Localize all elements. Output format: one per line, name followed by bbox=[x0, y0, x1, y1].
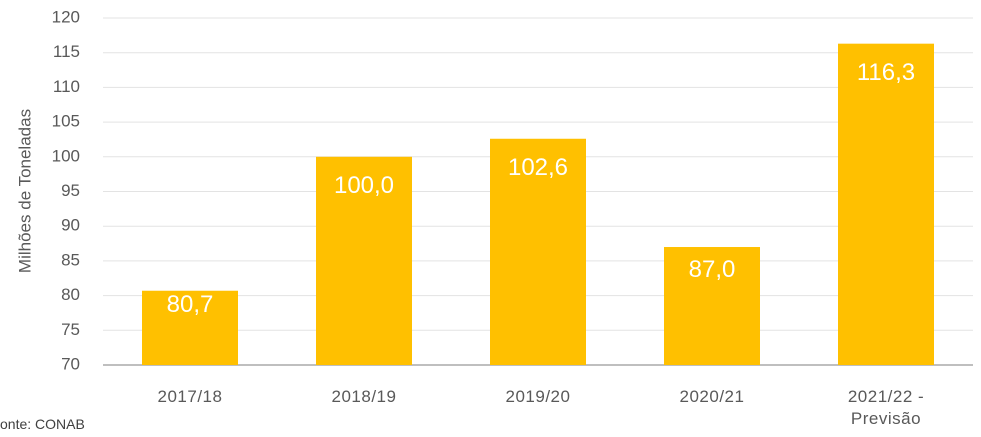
y-tick-label: 110 bbox=[53, 77, 80, 96]
y-tick-label: 120 bbox=[52, 7, 80, 26]
bar bbox=[316, 156, 412, 365]
y-tick-label: 80 bbox=[61, 285, 80, 304]
y-tick-label: 105 bbox=[52, 112, 80, 131]
bar bbox=[838, 43, 934, 365]
bar bbox=[142, 290, 238, 365]
x-tick-label: 2017/18 bbox=[157, 387, 223, 406]
bar bbox=[664, 247, 760, 365]
data-label: 102,6 bbox=[508, 154, 568, 181]
data-label: 80,7 bbox=[167, 291, 214, 318]
data-label: 100,0 bbox=[334, 172, 394, 199]
y-tick-label: 85 bbox=[61, 250, 80, 269]
y-tick-label: 75 bbox=[61, 320, 80, 339]
y-axis-label: Milhões de Toneladas bbox=[15, 109, 34, 273]
x-tick-label: 2018/19 bbox=[331, 387, 397, 406]
y-tick-label: 70 bbox=[61, 354, 80, 373]
x-tick-label: 2021/22 - Previsão bbox=[847, 387, 925, 428]
y-tick-label: 90 bbox=[61, 216, 80, 235]
bar bbox=[490, 138, 586, 365]
y-tick-label: 115 bbox=[53, 42, 80, 61]
data-label: 116,3 bbox=[857, 59, 915, 86]
x-tick-label: 2020/21 bbox=[679, 387, 745, 406]
data-label: 87,0 bbox=[689, 256, 736, 283]
y-tick-label: 95 bbox=[61, 181, 80, 200]
x-tick-label: 2019/20 bbox=[505, 387, 571, 406]
y-tick-label: 100 bbox=[52, 146, 80, 165]
source-note: onte: CONAB bbox=[0, 416, 85, 432]
